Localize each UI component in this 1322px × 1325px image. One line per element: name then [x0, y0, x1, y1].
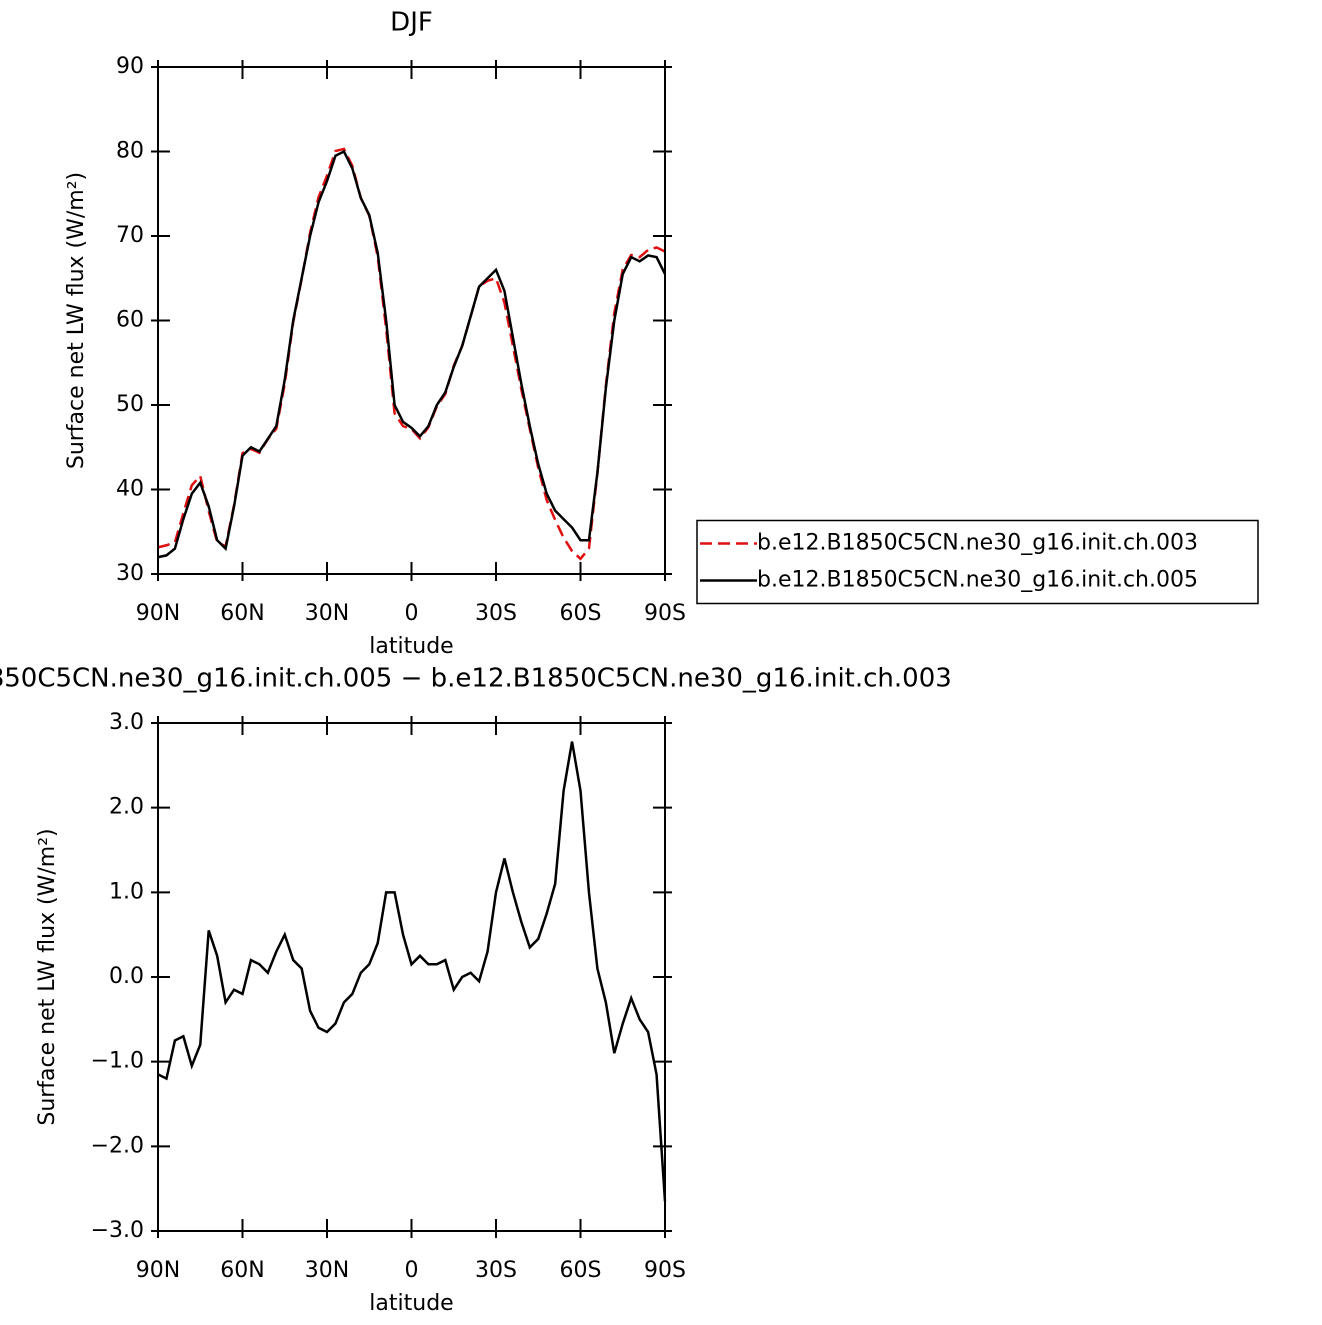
x-tick-label: 30N	[305, 601, 349, 626]
legend-label: b.e12.B1850C5CN.ne30_g16.init.ch.005	[757, 568, 1198, 593]
x-axis-label: latitude	[369, 634, 453, 659]
x-tick-label: 60N	[220, 601, 264, 626]
data-line	[157, 147, 666, 561]
x-tick-label: 60S	[560, 601, 602, 626]
x-tick-label: 0	[405, 601, 419, 626]
y-tick-label: 2.0	[109, 795, 144, 820]
x-tick-label: 90N	[136, 1258, 180, 1283]
legend-box	[696, 519, 1259, 605]
x-tick-label: 90S	[644, 1258, 686, 1283]
y-tick-label: −1.0	[91, 1049, 144, 1074]
x-tick-label: 90N	[136, 601, 180, 626]
y-tick-label: 80	[116, 139, 144, 164]
y-tick-label: 90	[116, 54, 144, 79]
legend-label: b.e12.B1850C5CN.ne30_g16.init.ch.003	[757, 531, 1198, 556]
x-tick-label: 60N	[220, 1258, 264, 1283]
chart-title: DJF	[390, 8, 433, 38]
y-tick-label: 1.0	[109, 879, 144, 904]
data-line	[157, 741, 667, 1202]
y-tick-label: −3.0	[91, 1218, 144, 1243]
y-tick-label: 30	[116, 561, 144, 586]
y-axis-label: Surface net LW flux (W/m²)	[35, 828, 60, 1125]
y-tick-label: 40	[116, 477, 144, 502]
data-line	[157, 149, 667, 559]
y-tick-label: 3.0	[109, 710, 144, 735]
x-tick-label: 30S	[475, 1258, 517, 1283]
y-axis-label: Surface net LW flux (W/m²)	[64, 172, 89, 469]
chart-title: b.e12.B1850C5CN.ne30_g16.init.ch.005 − b…	[0, 664, 952, 694]
x-tick-label: 60S	[560, 1258, 602, 1283]
x-axis-label: latitude	[369, 1291, 453, 1316]
y-tick-label: 70	[116, 223, 144, 248]
x-tick-label: 0	[405, 1258, 419, 1283]
x-tick-label: 90S	[644, 601, 686, 626]
y-tick-label: 60	[116, 308, 144, 333]
plot-frame	[157, 722, 666, 1232]
y-tick-label: 0.0	[109, 964, 144, 989]
y-tick-label: 50	[116, 392, 144, 417]
x-tick-label: 30N	[305, 1258, 349, 1283]
x-tick-label: 30S	[475, 601, 517, 626]
y-tick-label: −2.0	[91, 1133, 144, 1158]
